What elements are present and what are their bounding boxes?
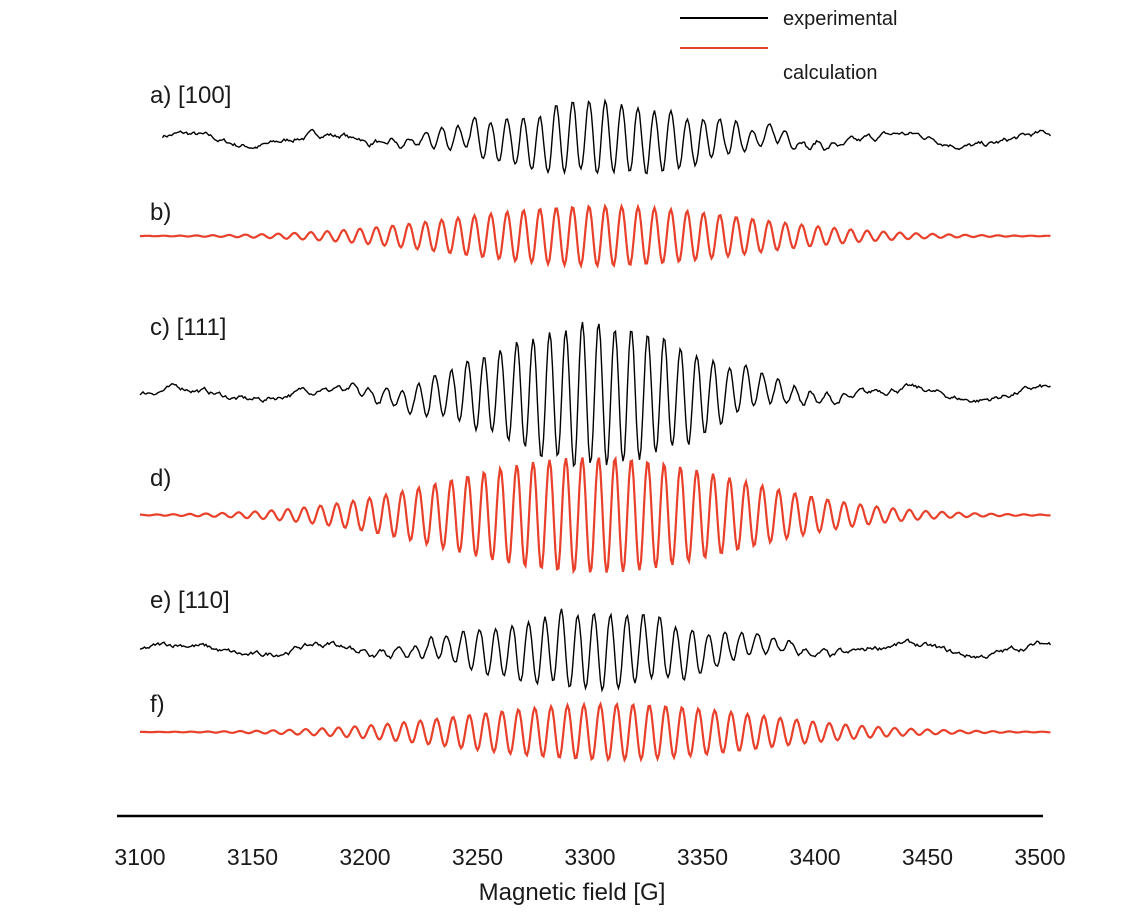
legend-label-experimental: experimental bbox=[783, 8, 898, 30]
legend: experimental calculation bbox=[680, 8, 898, 84]
panel-label: f) bbox=[150, 691, 165, 718]
x-tick-label: 3350 bbox=[677, 844, 728, 870]
x-axis-label: Magnetic field [G] bbox=[479, 879, 666, 906]
spectrum-panel: e) [110] bbox=[139, 587, 1052, 693]
spectrum-panel: f) bbox=[140, 691, 1051, 763]
x-tick-label: 3100 bbox=[114, 844, 165, 870]
legend-label-calculation: calculation bbox=[783, 62, 878, 84]
experimental-line bbox=[161, 98, 1052, 176]
x-tick-label: 3300 bbox=[564, 844, 615, 870]
spectra-panels: a) [100] b) c) [111] d) e) [110] f) bbox=[139, 82, 1052, 763]
x-tick-label: 3250 bbox=[452, 844, 503, 870]
spectrum-panel: d) bbox=[140, 455, 1051, 575]
calculation-line bbox=[140, 455, 1051, 575]
panel-label: c) [111] bbox=[150, 314, 226, 341]
panel-label: e) [110] bbox=[150, 587, 230, 614]
spectrum-panel: b) bbox=[139, 199, 1051, 270]
panel-label: b) bbox=[150, 199, 171, 226]
experimental-line bbox=[139, 608, 1052, 693]
panel-label: a) [100] bbox=[150, 82, 231, 109]
calculation-line bbox=[139, 202, 1051, 270]
x-tick-label: 3150 bbox=[227, 844, 278, 870]
x-tick-label: 3500 bbox=[1014, 844, 1065, 870]
x-tick-label: 3200 bbox=[339, 844, 390, 870]
x-tick-label: 3450 bbox=[902, 844, 953, 870]
panel-label: d) bbox=[150, 465, 171, 492]
spectrum-panel: c) [111] bbox=[139, 314, 1051, 468]
spectrum-panel: a) [100] bbox=[150, 82, 1052, 176]
x-tick-labels: 3100 3150 3200 3250 3300 3350 3400 3450 3500 bbox=[114, 844, 1065, 870]
experimental-line bbox=[139, 321, 1051, 468]
calculation-line bbox=[140, 701, 1051, 763]
x-tick-label: 3400 bbox=[789, 844, 840, 870]
